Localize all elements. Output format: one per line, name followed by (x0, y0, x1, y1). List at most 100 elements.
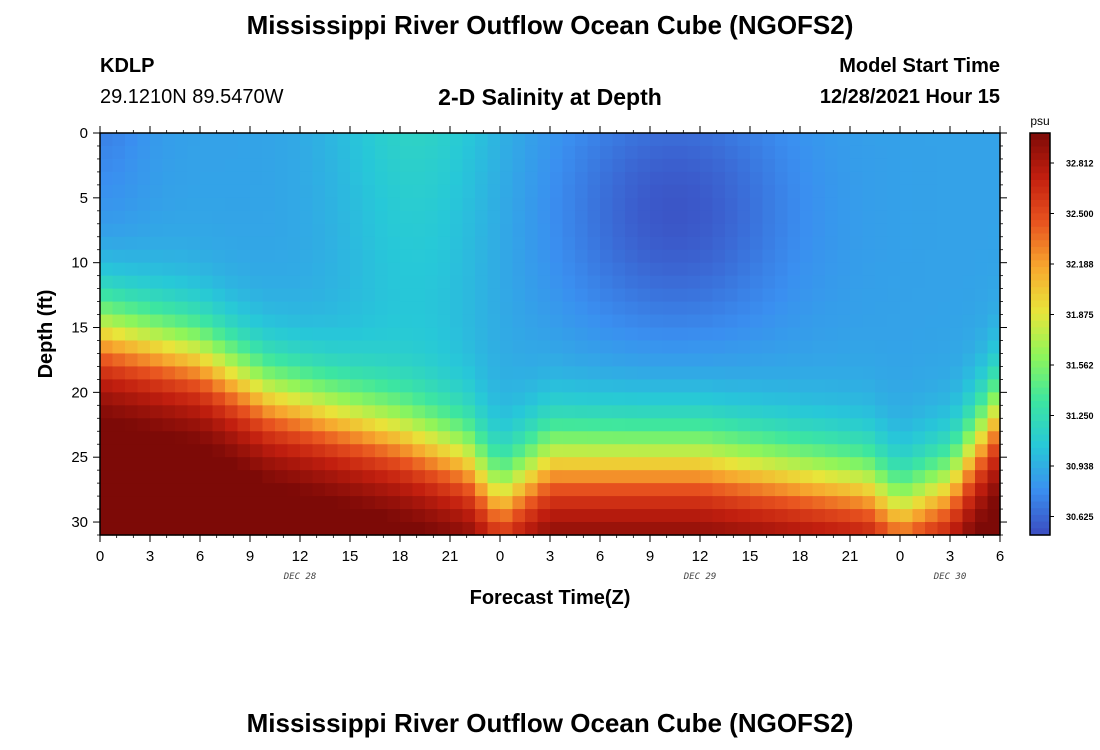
heatmap-cell (437, 405, 451, 419)
colorbar-segment (1030, 166, 1050, 174)
heatmap-cell (275, 522, 289, 536)
heatmap-cell (387, 522, 401, 536)
heatmap-cell (200, 288, 214, 303)
heatmap-cell (662, 483, 676, 497)
x-tick-label: 6 (196, 548, 204, 565)
heatmap-cell (150, 275, 164, 290)
heatmap-cell (287, 275, 301, 290)
heatmap-cell (462, 457, 476, 471)
heatmap-cell (650, 249, 664, 264)
heatmap-cell (200, 236, 214, 251)
heatmap-cell (387, 431, 401, 445)
heatmap-cell (500, 223, 514, 238)
heatmap-cell (350, 509, 364, 523)
heatmap-cell (587, 197, 601, 212)
heatmap-cell (450, 522, 464, 536)
heatmap-cell (825, 496, 839, 510)
heatmap-cell (800, 327, 814, 342)
heatmap-cell (262, 275, 276, 290)
heatmap-cell (287, 184, 301, 199)
heatmap-cell (112, 496, 126, 510)
heatmap-cell (412, 457, 426, 471)
heatmap-cell (525, 236, 539, 251)
heatmap-cell (662, 197, 676, 212)
heatmap-cell (837, 223, 851, 238)
heatmap-cell (812, 262, 826, 277)
heatmap-cell (112, 431, 126, 445)
heatmap-cell (312, 418, 326, 432)
heatmap-cell (237, 418, 251, 432)
heatmap-cell (812, 184, 826, 199)
heatmap-cell (325, 418, 339, 432)
heatmap-cell (850, 418, 864, 432)
heatmap-cell (325, 184, 339, 199)
heatmap-cell (562, 236, 576, 251)
heatmap-cell (112, 236, 126, 251)
heatmap-cell (537, 496, 551, 510)
heatmap-cell (900, 197, 914, 212)
heatmap-cell (300, 133, 314, 147)
heatmap-cell (725, 496, 739, 510)
heatmap-cell (800, 184, 814, 199)
heatmap-cell (575, 249, 589, 264)
heatmap-cell (600, 392, 614, 406)
heatmap-cell (625, 327, 639, 342)
heatmap-cell (262, 158, 276, 173)
heatmap-cell (837, 509, 851, 523)
heatmap-cell (200, 418, 214, 432)
heatmap-cell (287, 379, 301, 393)
heatmap-cell (562, 133, 576, 147)
heatmap-cell (987, 366, 1001, 380)
heatmap-cell (500, 392, 514, 406)
heatmap-cell (712, 483, 726, 497)
heatmap-cell (775, 509, 789, 523)
heatmap-cell (737, 133, 751, 147)
heatmap-cell (512, 470, 526, 484)
heatmap-cell (562, 314, 576, 329)
heatmap-cell (350, 496, 364, 510)
heatmap-cell (287, 496, 301, 510)
heatmap-cell (337, 483, 351, 497)
heatmap-cell (525, 522, 539, 536)
heatmap-cell (250, 288, 264, 303)
heatmap-cell (437, 366, 451, 380)
heatmap-cell (750, 431, 764, 445)
heatmap-cell (787, 431, 801, 445)
heatmap-cell (100, 379, 114, 393)
heatmap-cell (337, 262, 351, 277)
heatmap-cell (462, 288, 476, 303)
heatmap-cell (362, 145, 376, 160)
heatmap-cell (887, 496, 901, 510)
heatmap-cell (950, 522, 964, 536)
heatmap-cell (337, 366, 351, 380)
heatmap-cell (450, 327, 464, 342)
heatmap-cell (275, 288, 289, 303)
heatmap-cell (137, 418, 151, 432)
heatmap-cell (300, 444, 314, 458)
heatmap-cell (125, 145, 139, 160)
heatmap-cell (637, 457, 651, 471)
heatmap-cell (900, 314, 914, 329)
heatmap-cell (100, 197, 114, 212)
heatmap-cell (975, 133, 989, 147)
heatmap-cell (262, 249, 276, 264)
heatmap-cell (525, 379, 539, 393)
heatmap-cell (887, 431, 901, 445)
heatmap-cell (125, 457, 139, 471)
heatmap-cell (200, 249, 214, 264)
heatmap-cell (475, 353, 489, 368)
heatmap-cell (137, 483, 151, 497)
heatmap-cell (287, 171, 301, 186)
heatmap-cell (487, 483, 501, 497)
chart-title: Mississippi River Outflow Ocean Cube (NG… (246, 10, 854, 40)
heatmap-cell (625, 470, 639, 484)
heatmap-cell (262, 236, 276, 251)
colorbar-segment (1030, 340, 1050, 348)
heatmap-cell (487, 288, 501, 303)
heatmap-cell (525, 133, 539, 147)
heatmap-cell (762, 236, 776, 251)
heatmap-cell (900, 223, 914, 238)
heatmap-cell (837, 418, 851, 432)
heatmap-cell (525, 457, 539, 471)
heatmap-cell (162, 197, 176, 212)
